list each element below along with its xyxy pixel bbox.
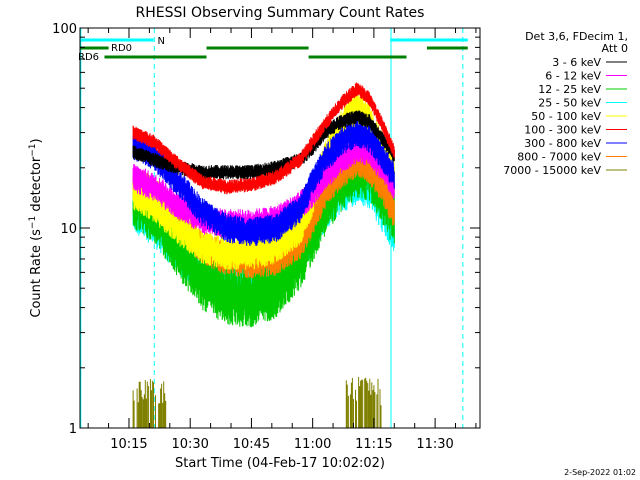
- series-100-300-kev: [132, 82, 395, 195]
- legend-entry-label: 800 - 7000 keV: [517, 151, 601, 164]
- y-axis-label: Count Rate (s−1 detector−1): [28, 138, 44, 317]
- series-7000-15000-kev: [132, 379, 167, 428]
- y-tick-label: 10: [60, 222, 77, 237]
- legend-header-line2: Att 0: [602, 42, 628, 55]
- legend-entry-label: 300 - 800 keV: [524, 137, 601, 150]
- x-tick-label: 11:30: [416, 437, 453, 452]
- legend-entry-label: 25 - 50 keV: [538, 97, 601, 110]
- legend-entry-label: 3 - 6 keV: [552, 56, 601, 69]
- flag-label-rd6: RD6: [78, 52, 99, 63]
- y-tick-label: 1: [69, 422, 77, 437]
- x-tick-label: 10:45: [233, 437, 270, 452]
- x-tick-label: 11:15: [355, 437, 392, 452]
- axes: 1 10 100 10:15 10:30 10:45 11:00 11:15 11:30: [52, 22, 480, 452]
- plot-area: N RD0 RD6: [78, 28, 468, 428]
- x-tick-label: 10:15: [110, 437, 147, 452]
- x-axis-label: Start Time (04-Feb-17 10:02:02): [175, 456, 385, 471]
- legend-entry-label: 12 - 25 keV: [538, 83, 601, 96]
- x-tick-label: 11:00: [294, 437, 331, 452]
- series-7000-15000-kev: [345, 377, 382, 428]
- flag-label-rd0: RD0: [111, 43, 132, 54]
- legend-entry-label: 6 - 12 keV: [545, 70, 601, 83]
- legend-entry-label: 7000 - 15000 keV: [503, 164, 601, 177]
- legend-header-line1: Det 3,6, FDecim 1,: [525, 30, 628, 43]
- flag-label-n: N: [157, 36, 164, 47]
- legend-entry-label: 100 - 300 keV: [524, 124, 601, 137]
- series-300-800-kev: [132, 119, 395, 247]
- y-tick-label: 100: [52, 22, 77, 37]
- legend-entry-label: 50 - 100 keV: [531, 110, 601, 123]
- footer-timestamp: 2-Sep-2022 01:02: [564, 468, 636, 477]
- chart-title: RHESSI Observing Summary Count Rates: [136, 5, 425, 21]
- x-tick-label: 10:30: [171, 437, 208, 452]
